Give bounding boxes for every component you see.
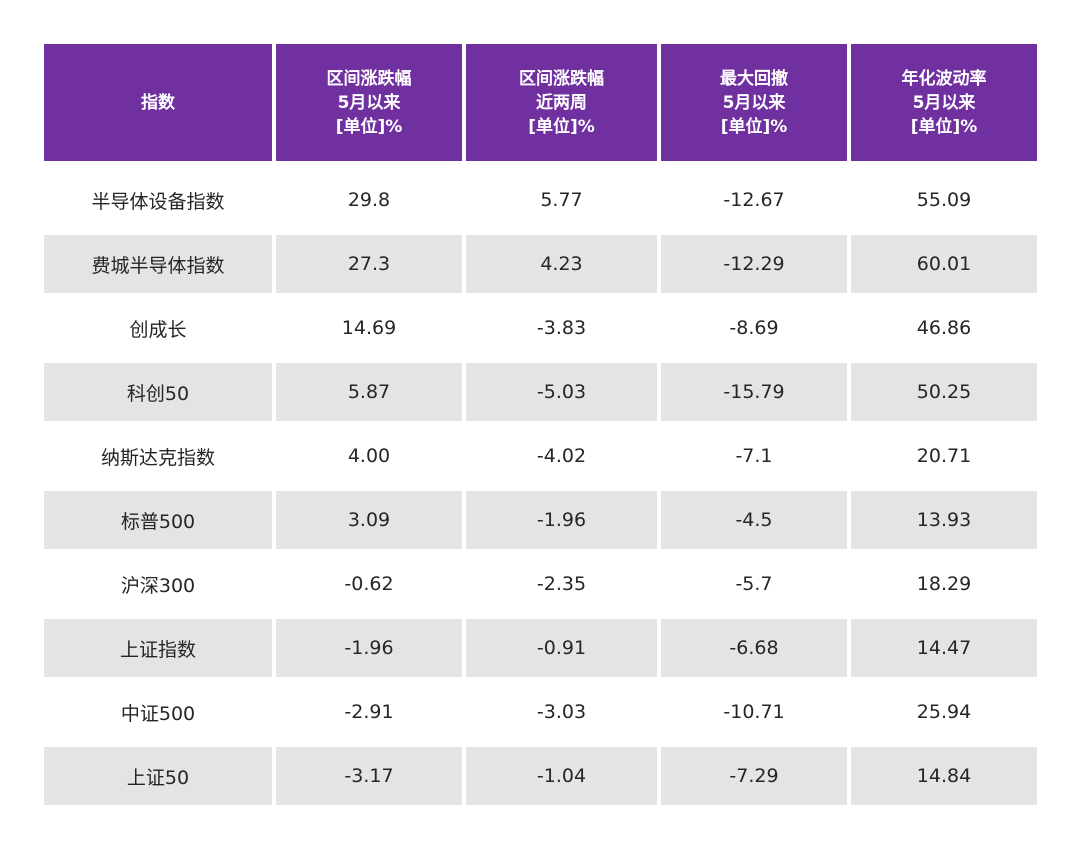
row-9-value-2: -1.04 [466, 747, 657, 805]
row-8-index-name: 中证500 [120, 702, 196, 725]
column-header-2-line-0: 区间涨跌幅 [519, 68, 604, 89]
row-0-value-2: 5.77 [540, 189, 583, 211]
column-header-3-line-0: 最大回撤 [720, 68, 788, 89]
index-performance-table: 指数 区间涨跌幅 5月以来 [单位]% 区间涨跌幅近两周 [单位]% 最大回撤 5月以来 [单位… [44, 44, 1037, 811]
column-header-4-line-2: [单位]% [910, 116, 978, 137]
row-1-index-name: 费城半导体指数 [44, 235, 272, 293]
column-header-2-line-1: 近两周 [536, 92, 587, 113]
row-0-index-name: 半导体设备指数 [91, 190, 225, 213]
row-8-value-2: -3.03 [536, 701, 587, 723]
row-3-value-2: -5.03 [466, 363, 657, 421]
column-header-4-line-0: 年化波动率 [901, 68, 987, 89]
row-2-value-3: -8.69 [729, 317, 779, 339]
column-header-1-line-2: [单位]% [335, 116, 403, 137]
row-8-value-4: 25.94 [916, 701, 972, 723]
row-5-index-name: 标普500 [44, 491, 272, 549]
column-header-1-line-0: 区间涨跌幅 [326, 68, 412, 89]
row-4-value-3: -7.1 [735, 445, 773, 467]
column-header-4-line-1: 5月以来 [912, 92, 976, 113]
row-5-value-3: -4.5 [661, 491, 847, 549]
row-0-value-4: 55.09 [916, 189, 972, 211]
row-1-value-4: 60.01 [851, 235, 1037, 293]
row-7-value-2: -0.91 [466, 619, 657, 677]
row-9-index-name: 上证50 [44, 747, 272, 805]
row-6-index-name: 沪深300 [120, 574, 196, 597]
row-4-index-name: 纳斯达克指数 [100, 446, 215, 469]
row-2-value-1: 14.69 [341, 317, 397, 339]
row-9-value-1: -3.17 [276, 747, 462, 805]
column-header-4: 年化波动率 5月以来 [单位]% [851, 44, 1037, 161]
row-1-value-3: -12.29 [661, 235, 847, 293]
row-1-value-1: 27.3 [276, 235, 462, 293]
row-6-value-2: -2.35 [536, 573, 587, 595]
row-7-value-1: -1.96 [276, 619, 462, 677]
column-header-3-line-1: 5月以来 [722, 92, 786, 113]
row-4-value-1: 4.00 [347, 445, 391, 467]
row-5-value-2: -1.96 [466, 491, 657, 549]
row-6-value-4: 18.29 [916, 573, 972, 595]
row-4-value-4: 20.71 [916, 445, 972, 467]
column-header-1-line-1: 5月以来 [337, 92, 401, 113]
row-6-value-3: -5.7 [735, 573, 773, 595]
row-3-value-1: 5.87 [276, 363, 462, 421]
row-9-value-3: -7.29 [661, 747, 847, 805]
row-2-value-4: 46.86 [916, 317, 972, 339]
row-2-index-name: 创成长 [129, 318, 187, 341]
row-9-value-4: 14.84 [851, 747, 1037, 805]
row-7-value-3: -6.68 [661, 619, 847, 677]
row-8-value-1: -2.91 [344, 701, 394, 723]
row-3-value-4: 50.25 [851, 363, 1037, 421]
column-header-1: 区间涨跌幅 5月以来 [单位]% [276, 44, 462, 161]
column-header-3-line-2: [单位]% [720, 116, 788, 137]
row-5-value-1: 3.09 [276, 491, 462, 549]
row-7-index-name: 上证指数 [44, 619, 272, 677]
row-8-value-3: -10.71 [723, 701, 785, 723]
row-3-value-3: -15.79 [661, 363, 847, 421]
row-5-value-4: 13.93 [851, 491, 1037, 549]
row-0-value-3: -12.67 [723, 189, 785, 211]
row-3-index-name: 科创50 [44, 363, 272, 421]
row-7-value-4: 14.47 [851, 619, 1037, 677]
row-6-value-1: -0.62 [344, 573, 394, 595]
column-header-0-line-0: 指数 [141, 92, 175, 113]
row-0-value-1: 29.8 [347, 189, 391, 211]
column-header-2: 区间涨跌幅近两周 [单位]% [466, 44, 657, 161]
column-header-2-line-2: [单位]% [528, 116, 595, 137]
row-2-value-2: -3.83 [536, 317, 587, 339]
row-4-value-2: -4.02 [536, 445, 587, 467]
column-header-3: 最大回撤 5月以来 [单位]% [661, 44, 847, 161]
column-header-0: 指数 [44, 44, 272, 161]
row-1-value-2: 4.23 [466, 235, 657, 293]
